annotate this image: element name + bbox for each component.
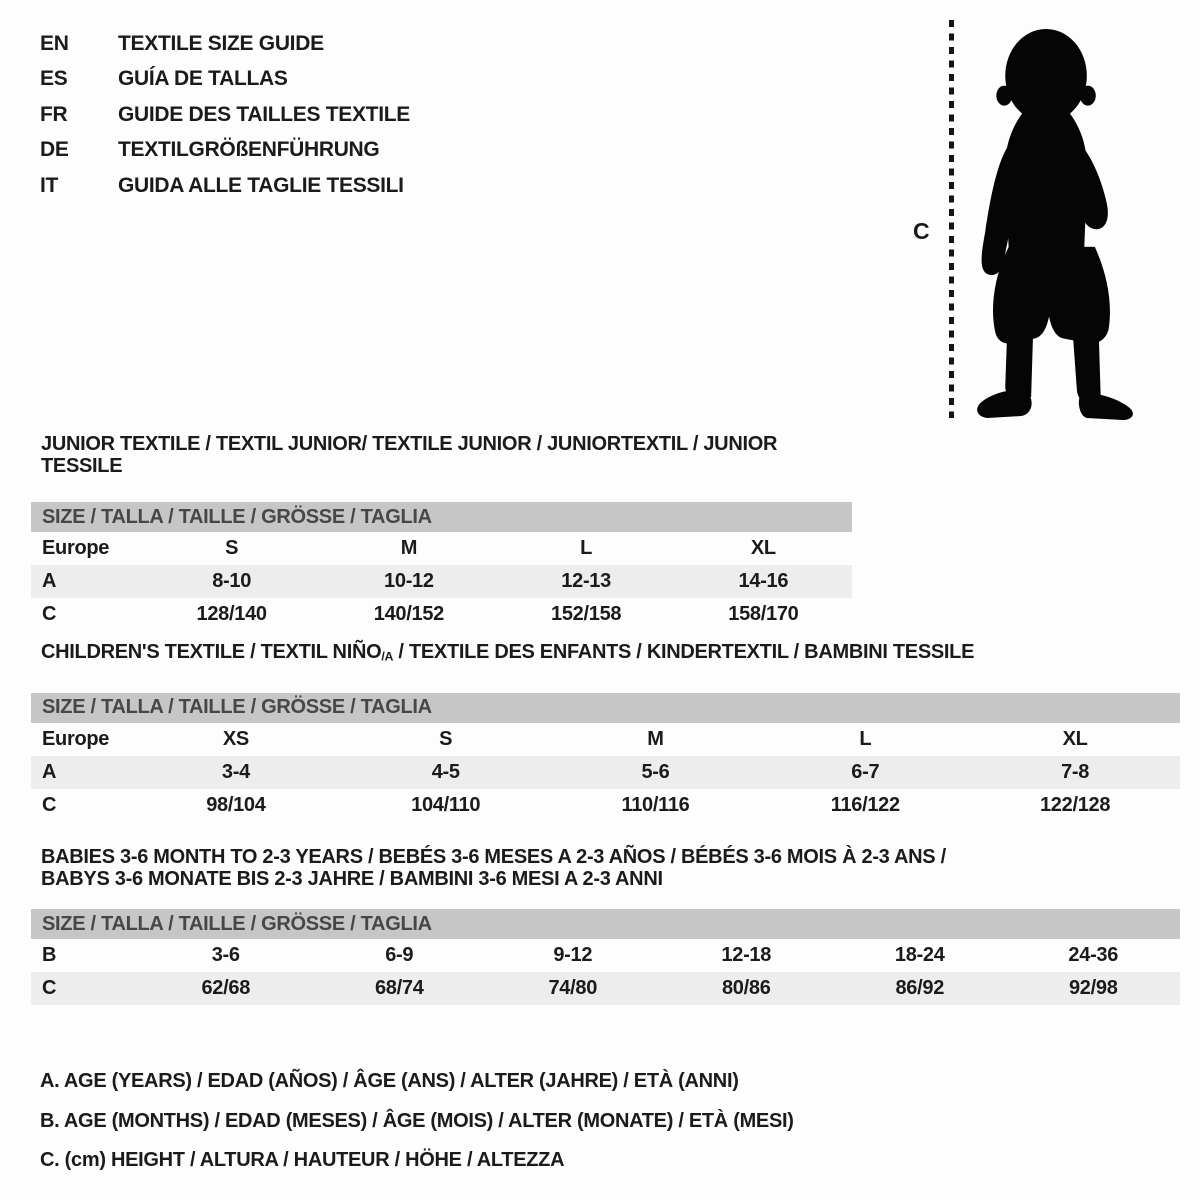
size-cell: XL	[1062, 727, 1088, 750]
height-cell: 152/158	[551, 603, 622, 625]
table-row-height: C 98/104 104/110 110/116 116/122 122/128	[31, 789, 1180, 822]
language-row: ES GUÍA DE TALLAS	[40, 62, 410, 98]
age-cell: 4-5	[431, 760, 460, 783]
height-cell: 68/74	[374, 977, 424, 999]
title-subscript: /A	[381, 649, 394, 664]
height-cell: 158/170	[728, 603, 799, 625]
language-row: EN TEXTILE SIZE GUIDE	[40, 26, 410, 62]
language-row: DE TEXTILGRÖßENFÜHRUNG	[40, 133, 410, 169]
height-cell: 128/140	[196, 603, 268, 625]
size-header-bar: SIZE / TALLA / TAILLE / GRÖSSE / TAGLIA	[31, 692, 1180, 723]
table-row-europe: Europe XS S M L XL	[31, 723, 1180, 756]
row-label: C	[42, 977, 57, 999]
age-cell: 3-4	[221, 760, 250, 783]
age-cell: 3-6	[211, 944, 240, 966]
section-babies-textile: BABIES 3-6 MONTH TO 2-3 YEARS / BEBÉS 3-…	[31, 846, 1180, 1005]
age-cell: 9-12	[553, 944, 593, 966]
row-label: A	[42, 760, 57, 783]
language-code: DE	[40, 138, 69, 162]
language-title-list: EN TEXTILE SIZE GUIDE ES GUÍA DE TALLAS …	[40, 26, 410, 204]
size-cell: XL	[750, 537, 776, 559]
age-cell: 7-8	[1061, 760, 1090, 783]
height-dashed-line	[949, 20, 954, 418]
size-header-bar: SIZE / TALLA / TAILLE / GRÖSSE / TAGLIA	[31, 502, 852, 532]
section-title-babies-line2: BABYS 3-6 MONATE BIS 2-3 JAHRE / BAMBINI…	[41, 868, 663, 890]
row-label: B	[42, 944, 57, 966]
language-row: IT GUIDA ALLE TAGLIE TESSILI	[40, 168, 410, 204]
toddler-silhouette-icon	[977, 28, 1133, 420]
age-cell: 10-12	[384, 570, 434, 592]
section-children-textile: CHILDREN'S TEXTILE / TEXTIL NIÑO/A / TEX…	[31, 641, 1180, 822]
table-row-europe: Europe S M L XL	[31, 532, 852, 565]
size-cell: XS	[222, 727, 249, 750]
guide-title: TEXTILE SIZE GUIDE	[118, 31, 324, 55]
language-code: IT	[40, 173, 59, 197]
legend-age-years: A. AGE (YEARS) / EDAD (AÑOS) / ÂGE (ANS)…	[40, 1070, 739, 1092]
legend-age-months: B. AGE (MONTHS) / EDAD (MESES) / ÂGE (MO…	[40, 1109, 794, 1132]
size-cell: M	[400, 537, 418, 559]
height-cell: 62/68	[201, 977, 251, 999]
age-cell: 18-24	[894, 944, 945, 966]
section-title-junior: JUNIOR TEXTILE / TEXTIL JUNIOR/ TEXTILE …	[41, 433, 778, 477]
guide-title: GUIDA ALLE TAGLIE TESSILI	[118, 173, 404, 197]
guide-title: GUIDE DES TAILLES TEXTILE	[118, 102, 410, 126]
measure-label-c: C	[913, 218, 930, 244]
section-title-babies-line1: BABIES 3-6 MONTH TO 2-3 YEARS / BEBÉS 3-…	[41, 846, 946, 868]
table-row-age: A 8-10 10-12 12-13 14-16	[31, 565, 852, 598]
row-label: C	[42, 793, 57, 816]
language-row: FR GUIDE DES TAILLES TEXTILE	[40, 97, 410, 133]
children-size-table: SIZE / TALLA / TAILLE / GRÖSSE / TAGLIA …	[31, 692, 1180, 822]
junior-size-table: SIZE / TALLA / TAILLE / GRÖSSE / TAGLIA …	[31, 502, 852, 631]
measurement-legend: A. AGE (YEARS) / EDAD (AÑOS) / ÂGE (ANS)…	[40, 1062, 794, 1181]
age-cell: 12-18	[721, 944, 772, 966]
table-row-age: A 3-4 4-5 5-6 6-7 7-8	[31, 755, 1180, 789]
row-label: A	[42, 570, 57, 592]
size-cell: M	[647, 727, 664, 750]
legend-height-cm: C. (cm) HEIGHT / ALTURA / HAUTEUR / HÖHE…	[40, 1149, 565, 1171]
size-header-bar: SIZE / TALLA / TAILLE / GRÖSSE / TAGLIA	[31, 909, 1180, 939]
language-code: EN	[40, 31, 69, 55]
title-part: CHILDREN'S TEXTILE / TEXTIL NIÑO	[41, 641, 382, 663]
age-cell: 14-16	[738, 570, 789, 592]
height-cell: 80/86	[721, 977, 771, 999]
table-row-height: C 62/68 68/74 74/80 80/86 86/92 92/98	[31, 972, 1180, 1005]
height-cell: 74/80	[548, 977, 598, 999]
size-cell: L	[859, 727, 872, 750]
height-cell: 98/104	[206, 793, 266, 816]
babies-size-table: SIZE / TALLA / TAILLE / GRÖSSE / TAGLIA …	[31, 909, 1180, 1005]
row-label: C	[42, 603, 57, 625]
height-cell: 116/122	[830, 793, 900, 816]
row-label: Europe	[42, 727, 110, 750]
guide-title: TEXTILGRÖßENFÜHRUNG	[118, 138, 380, 162]
size-cell: S	[225, 537, 239, 559]
language-code: ES	[40, 67, 68, 91]
section-junior-textile: JUNIOR TEXTILE / TEXTIL JUNIOR/ TEXTILE …	[31, 433, 852, 631]
height-cell: 122/128	[1039, 793, 1111, 816]
height-cell: 110/116	[621, 793, 690, 816]
height-cell: 104/110	[411, 793, 481, 816]
row-label: Europe	[42, 537, 110, 559]
guide-title: GUÍA DE TALLAS	[118, 67, 288, 91]
age-cell: 12-13	[561, 570, 611, 592]
size-cell: L	[580, 537, 593, 559]
age-cell: 5-6	[641, 760, 670, 783]
title-part: / TEXTILE DES ENFANTS / KINDERTEXTIL / B…	[393, 641, 975, 663]
height-cell: 92/98	[1068, 977, 1118, 999]
height-measure-figure: C	[905, 18, 1175, 422]
table-row-height: C 128/140 140/152 152/158 158/170	[31, 598, 852, 631]
height-cell: 140/152	[373, 603, 445, 625]
table-row-months: B 3-6 6-9 9-12 12-18 18-24 24-36	[31, 939, 1180, 972]
height-cell: 86/92	[895, 977, 945, 999]
age-cell: 6-7	[851, 760, 880, 783]
age-cell: 6-9	[385, 944, 414, 966]
language-code: FR	[40, 102, 68, 126]
age-cell: 8-10	[212, 570, 252, 592]
section-title-children: CHILDREN'S TEXTILE / TEXTIL NIÑO/A / TEX…	[41, 641, 1180, 668]
size-cell: S	[439, 727, 453, 750]
age-cell: 24-36	[1068, 944, 1119, 966]
